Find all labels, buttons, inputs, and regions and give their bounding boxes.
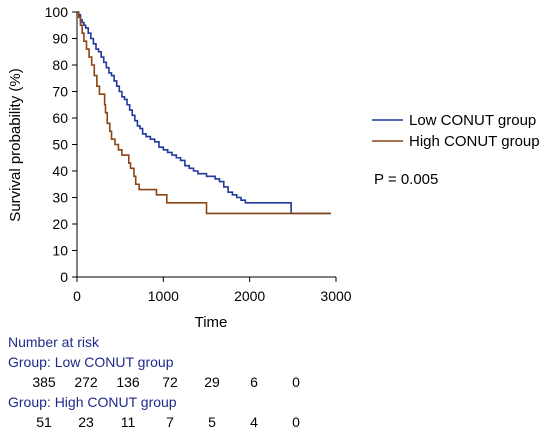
risk-count: 29 xyxy=(204,374,220,390)
x-tick-label: 1000 xyxy=(148,288,179,304)
risk-count: 0 xyxy=(292,374,300,390)
risk-group-label-high: Group: High CONUT group xyxy=(8,394,177,410)
y-tick-label: 100 xyxy=(45,4,69,20)
risk-count: 5 xyxy=(208,414,216,430)
y-tick-label: 20 xyxy=(52,216,68,232)
x-tick-label: 2000 xyxy=(234,288,265,304)
y-axis-label: Survival probability (%) xyxy=(7,68,24,221)
series-line-low-conut xyxy=(77,11,331,215)
y-tick-label: 80 xyxy=(52,57,68,73)
legend-label-high-conut: High CONUT group xyxy=(409,133,540,150)
risk-count: 23 xyxy=(78,414,94,430)
y-tick-label: 70 xyxy=(52,84,68,100)
risk-count: 4 xyxy=(250,414,258,430)
risk-group-label-low: Group: Low CONUT group xyxy=(8,354,174,370)
series-line-high-conut xyxy=(77,11,331,215)
risk-count: 385 xyxy=(32,374,56,390)
y-tick-label: 10 xyxy=(52,243,68,259)
risk-count: 272 xyxy=(74,374,98,390)
y-tick-label: 40 xyxy=(52,163,68,179)
risk-count: 7 xyxy=(166,414,174,430)
series-layer xyxy=(77,11,331,215)
x-tick-label: 3000 xyxy=(320,288,351,304)
risk-count: 11 xyxy=(120,414,136,430)
y-tick-label: 50 xyxy=(52,137,68,153)
y-tick-label: 0 xyxy=(60,269,68,285)
y-tick-label: 30 xyxy=(52,190,68,206)
legend: Low CONUT group High CONUT group xyxy=(372,112,540,150)
p-value-annotation: P = 0.005 xyxy=(374,171,438,188)
y-tick-label: 90 xyxy=(52,31,68,47)
risk-count: 51 xyxy=(36,414,52,430)
risk-count: 6 xyxy=(250,374,258,390)
risk-count: 136 xyxy=(116,374,140,390)
x-axis-label: Time xyxy=(195,314,228,331)
risk-count: 0 xyxy=(292,414,300,430)
x-tick-label: 0 xyxy=(73,288,81,304)
risk-table-title: Number at risk xyxy=(8,334,100,350)
risk-count: 72 xyxy=(162,374,178,390)
legend-label-low-conut: Low CONUT group xyxy=(409,112,536,129)
x-axis: 0 1000 2000 3000 xyxy=(73,276,352,304)
y-axis: 0 10 20 30 40 50 60 70 80 90 100 xyxy=(45,4,78,285)
y-tick-label: 60 xyxy=(52,110,68,126)
